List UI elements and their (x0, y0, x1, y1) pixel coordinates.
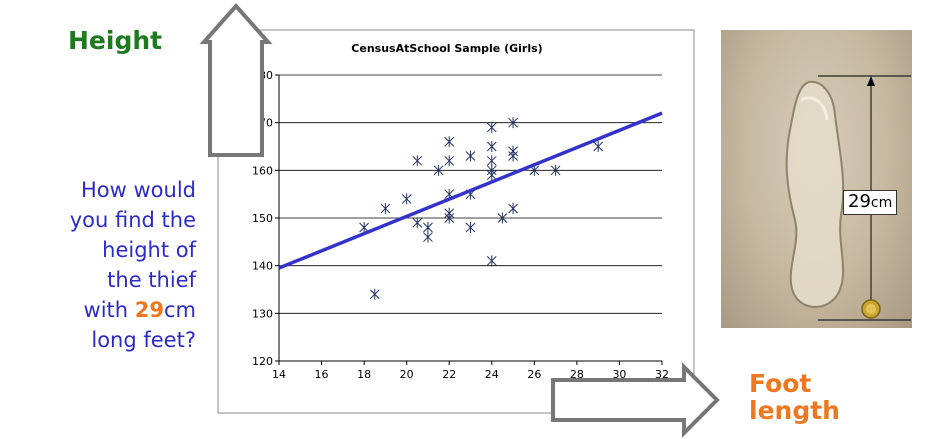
data-point (486, 255, 497, 267)
height-label: Height (68, 26, 163, 55)
question-line: with 29cm (0, 295, 196, 325)
data-point (486, 121, 497, 133)
footprint-photo (721, 30, 912, 328)
question-line: How would (81, 178, 196, 202)
x-tick-label: 28 (570, 368, 584, 381)
foot-label-line1: Foot (749, 369, 812, 398)
foot-length-label: Foot length (749, 370, 840, 424)
data-point (508, 117, 518, 129)
x-tick-label: 14 (272, 368, 286, 381)
question-line: you find the (69, 208, 196, 232)
data-point (508, 202, 518, 214)
data-point (412, 217, 423, 229)
data-point (412, 155, 423, 167)
x-tick-label: 18 (357, 368, 371, 381)
data-point (497, 212, 508, 224)
data-point (380, 202, 391, 214)
question-number: 29 (134, 298, 164, 322)
y-tick-label: 160 (252, 164, 273, 177)
footprint-icon (785, 80, 845, 308)
data-point (465, 222, 476, 234)
x-tick-label: 16 (315, 368, 329, 381)
chart-title: CensusAtSchool Sample (Girls) (351, 42, 542, 55)
measure-arrowhead-icon (867, 76, 875, 86)
data-point (423, 222, 433, 234)
x-tick-label: 20 (400, 368, 414, 381)
axes (275, 74, 663, 365)
measurement-label: 29cm (843, 190, 898, 215)
data-point (486, 141, 497, 152)
question-line: long feet? (91, 328, 196, 352)
footprint-illustration (785, 75, 911, 321)
data-point (369, 288, 380, 300)
x-tick-label: 24 (485, 368, 499, 381)
data-point (593, 141, 604, 152)
data-point (433, 164, 444, 176)
measurement-unit: cm (870, 195, 893, 211)
coin-center (866, 304, 876, 314)
foot-label-line2: length (749, 396, 840, 425)
chart-frame (217, 29, 695, 414)
foot-length-arrow-icon (551, 362, 720, 438)
question-prefix: with (83, 298, 135, 322)
data-point (444, 155, 455, 167)
regression-line (278, 111, 663, 270)
question-line: height of (102, 238, 196, 262)
question-text: How would you find the height of the thi… (0, 175, 196, 355)
measurement-number: 29 (848, 191, 871, 212)
question-unit: cm (163, 298, 196, 322)
gridlines (279, 74, 662, 314)
y-tick-label: 150 (252, 212, 273, 225)
x-tick-label: 32 (655, 368, 669, 381)
data-point (486, 169, 497, 181)
data-point (508, 150, 518, 162)
data-point (465, 150, 476, 162)
data-point (444, 212, 455, 224)
x-tick-label: 30 (612, 368, 626, 381)
y-tick-label: 120 (252, 355, 273, 368)
data-point (401, 193, 412, 205)
data-point (486, 155, 497, 167)
y-tick-label: 140 (252, 260, 273, 273)
data-point (550, 164, 561, 176)
footprint-highlight (800, 96, 829, 121)
height-arrow-icon (199, 2, 273, 157)
data-point (444, 136, 455, 148)
y-tick-label: 130 (252, 307, 273, 320)
data-point (423, 231, 433, 243)
x-tick-label: 22 (442, 368, 456, 381)
x-tick-label: 26 (527, 368, 541, 381)
question-line: the thief (107, 268, 196, 292)
